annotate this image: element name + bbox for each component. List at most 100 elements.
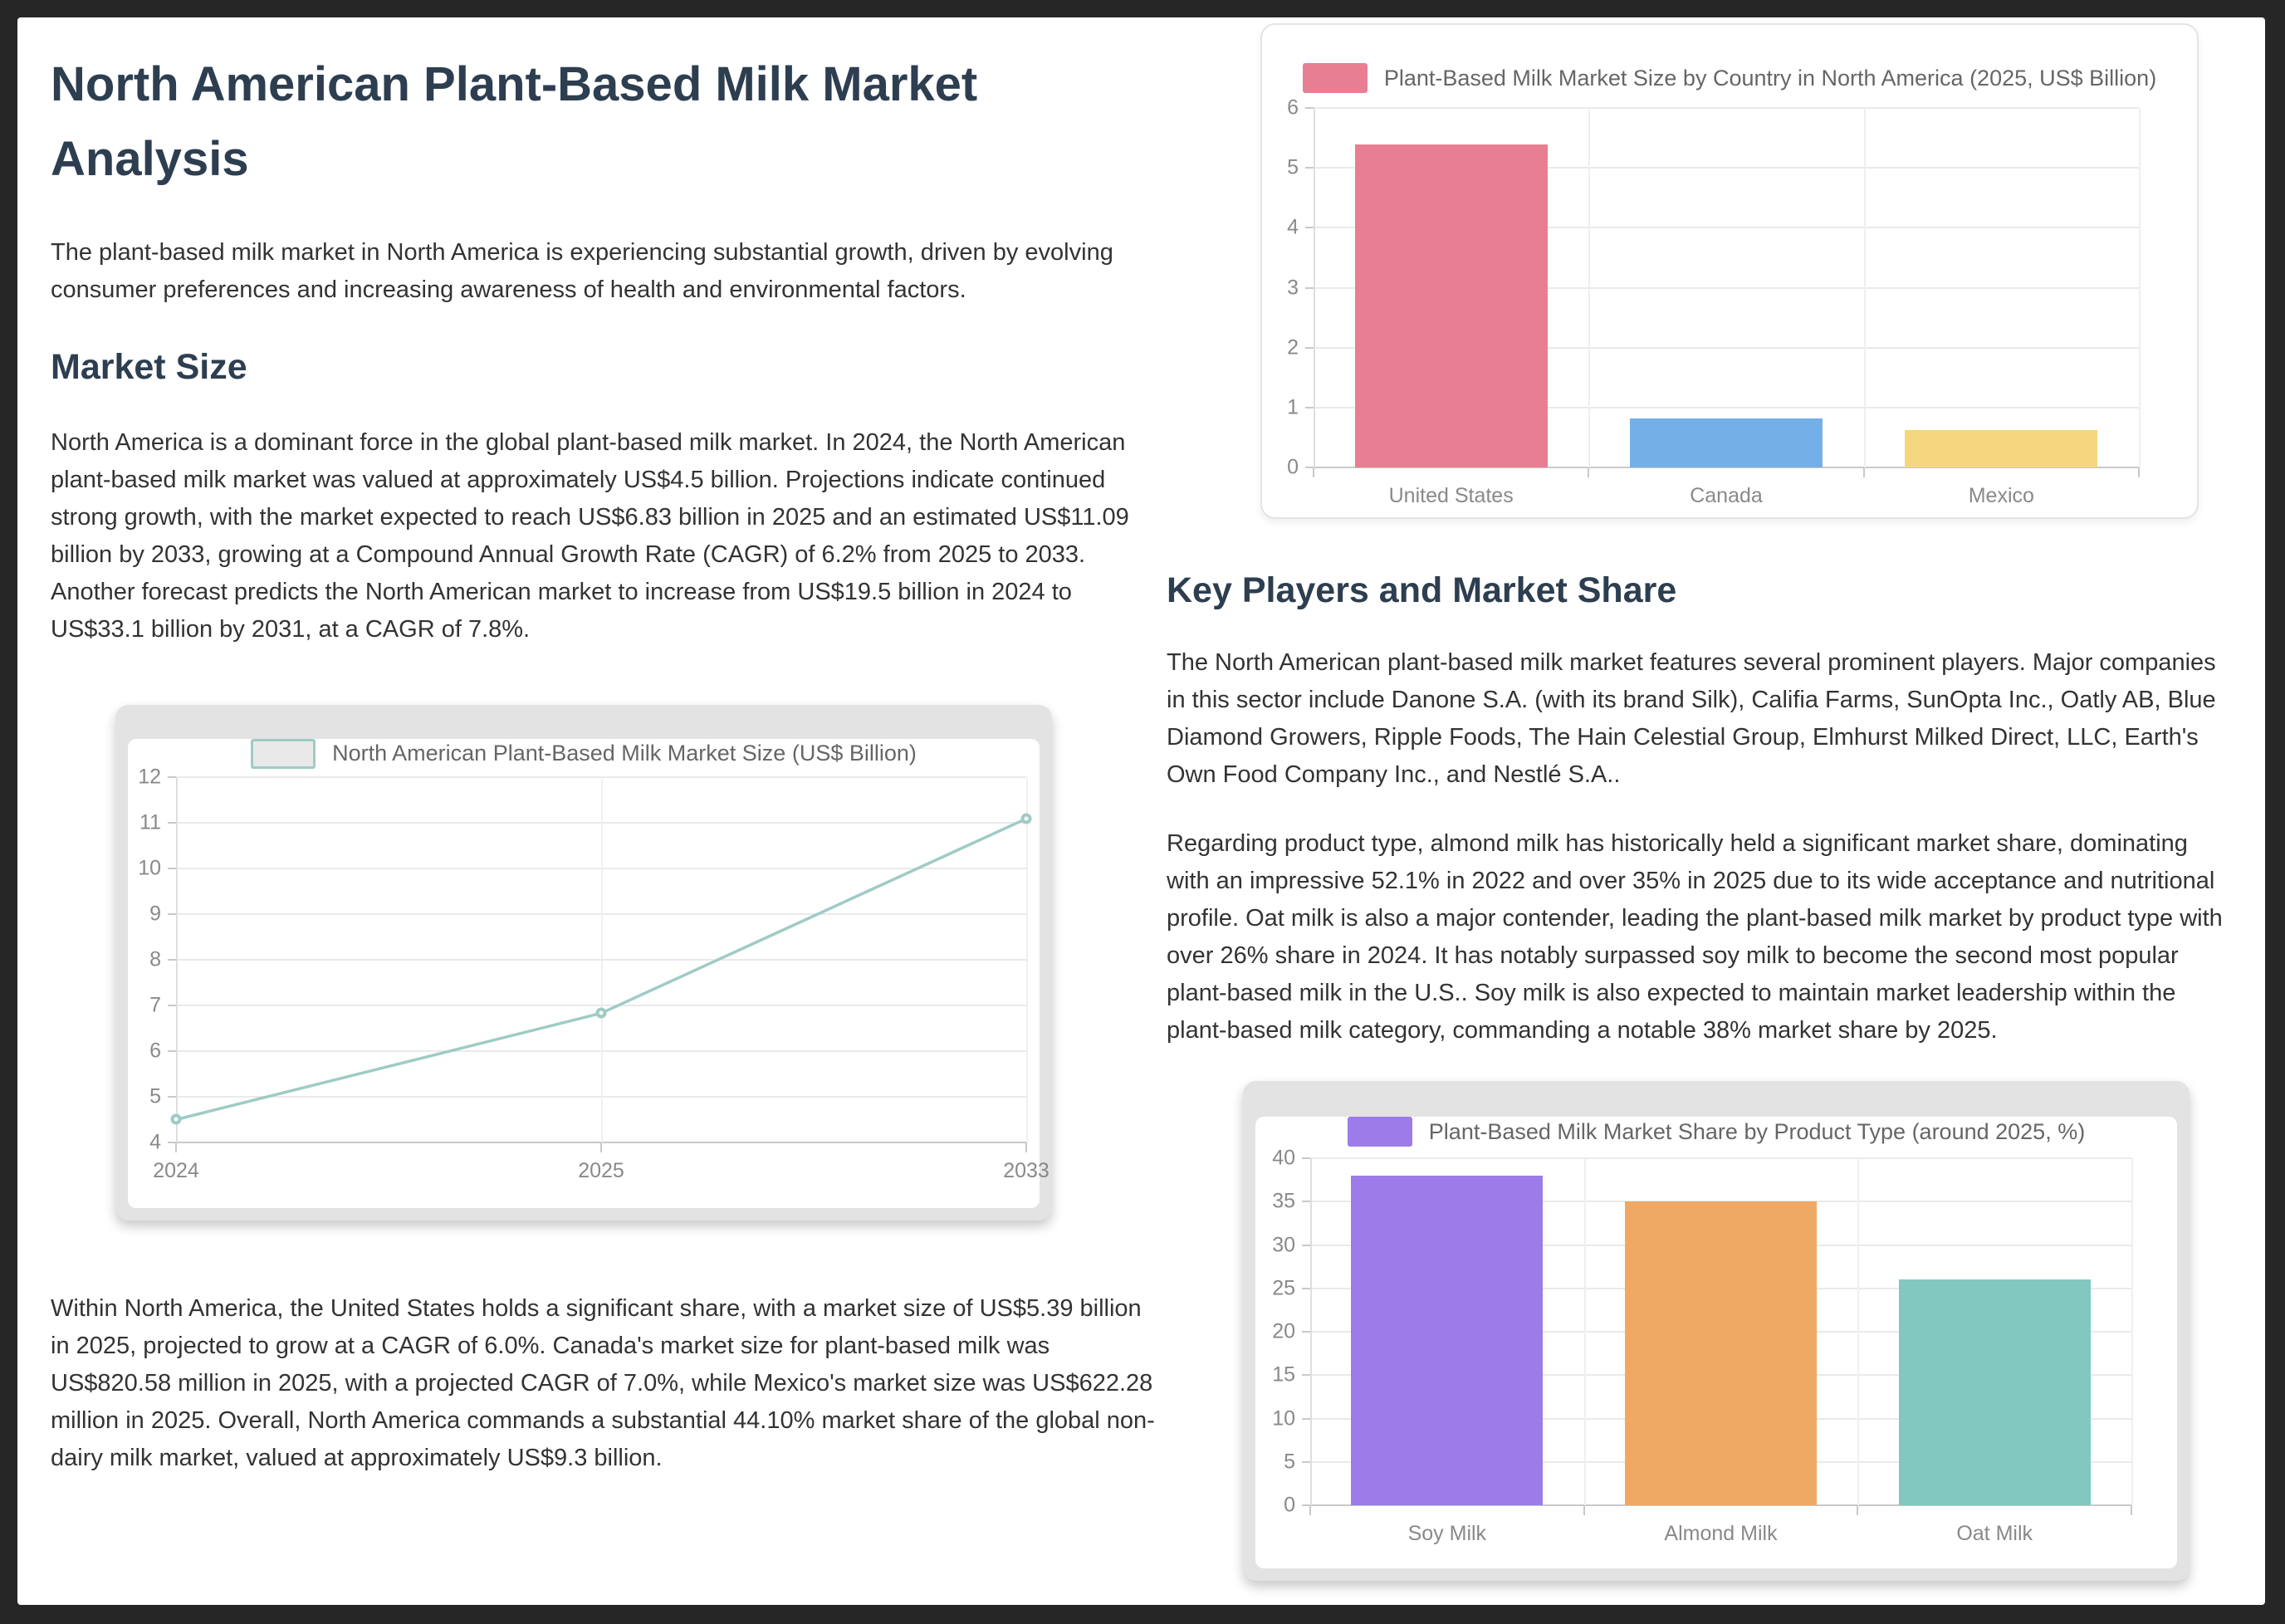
y-tick-label: 3 <box>1287 276 1299 299</box>
x-tick-label: Almond Milk <box>1664 1522 1778 1545</box>
legend-label: North American Plant-Based Milk Market S… <box>332 741 917 766</box>
vertical-gridline <box>1314 108 1315 467</box>
page-title: North American Plant-Based Milk Market A… <box>51 57 978 187</box>
y-tick-label: 5 <box>149 1084 161 1108</box>
vertical-gridline <box>1588 108 1591 467</box>
plot-area: 4 5 6 7 8 9 10 11 12 <box>138 766 1032 1152</box>
bar-canada <box>1630 418 1823 467</box>
country-bar-chart-card: Plant-Based Milk Market Size by Country … <box>1260 23 2199 519</box>
x-axis-tick <box>2131 1505 2132 1515</box>
bar-soy-milk <box>1351 1175 1544 1505</box>
y-tick-label: 10 <box>138 856 161 880</box>
x-axis-tick <box>2138 467 2140 477</box>
vertical-gridline <box>176 776 178 1142</box>
data-point-marker <box>1020 813 1032 824</box>
market-size-paragraph-1: North America is a dominant force in the… <box>51 428 1129 643</box>
vertical-gridline <box>2139 108 2141 467</box>
plot-area: 0 1 2 3 4 5 6 <box>1287 97 2141 477</box>
x-tick-label: Soy Milk <box>1407 1522 1487 1545</box>
legend-label: Plant-Based Milk Market Size by Country … <box>1383 65 2157 90</box>
y-axis-tick <box>1302 1201 1310 1203</box>
y-axis-tick <box>1302 1374 1310 1377</box>
y-tick-label: 1 <box>1287 395 1299 419</box>
market-size-paragraph-2: Within North America, the United States … <box>51 1294 1155 1471</box>
line-series <box>176 777 1026 1142</box>
x-axis-tick <box>175 1142 177 1152</box>
y-axis-tick <box>1305 286 1314 289</box>
y-axis-tick <box>168 867 176 869</box>
x-tick-label: Oat Milk <box>1956 1522 2033 1545</box>
report-page: North American Plant-Based Milk Market A… <box>17 17 2265 1605</box>
legend-swatch-icon <box>1302 63 1368 93</box>
right-column: Plant-Based Milk Market Size by Country … <box>1167 17 2234 1605</box>
y-axis-tick <box>1305 227 1314 229</box>
chart-legend: North American Plant-Based Milk Market S… <box>128 738 1040 769</box>
x-tick-label: 2024 <box>153 1158 199 1182</box>
y-axis-tick <box>1305 107 1314 109</box>
y-tick-label: 6 <box>149 1039 161 1063</box>
bar-almond-milk <box>1625 1201 1817 1505</box>
y-axis-tick <box>168 1049 176 1052</box>
market-size-heading: Market Size <box>51 346 247 387</box>
y-axis-tick <box>1302 1157 1310 1159</box>
y-tick-label: 30 <box>1272 1233 1295 1256</box>
vertical-gridline <box>1583 1158 1586 1505</box>
y-axis-tick <box>168 958 176 961</box>
vertical-gridline <box>1310 1158 1312 1505</box>
y-axis-tick <box>1302 1244 1310 1246</box>
y-tick-label: 0 <box>1284 1493 1295 1517</box>
y-tick-label: 15 <box>1272 1362 1295 1387</box>
gridline <box>1314 286 2139 289</box>
y-axis-tick <box>1305 346 1314 349</box>
y-axis-tick <box>168 1141 176 1143</box>
y-axis-tick <box>1302 1504 1310 1506</box>
key-players-paragraph-2: Regarding product type, almond milk has … <box>1167 830 2223 1044</box>
y-tick-label: 0 <box>1287 455 1299 479</box>
y-tick-label: 5 <box>1287 155 1299 179</box>
bar-united-states <box>1354 144 1548 467</box>
legend-swatch-icon <box>1347 1117 1412 1147</box>
chart-legend: Plant-Based Milk Market Share by Product… <box>1255 1117 2177 1147</box>
x-axis-labels: United States Canada Mexico <box>1314 467 2139 508</box>
chart-legend: Plant-Based Milk Market Size by Country … <box>1262 63 2197 93</box>
bar-oat-milk <box>1898 1279 2091 1505</box>
market-size-line-chart-card: North American Plant-Based Milk Market S… <box>115 704 1052 1220</box>
y-tick-label: 8 <box>149 947 161 971</box>
y-axis-tick <box>168 821 176 824</box>
y-axis-tick <box>1302 1331 1310 1333</box>
gridline <box>1314 167 2139 169</box>
x-tick-label: Canada <box>1690 484 1763 507</box>
x-axis-tick <box>600 1142 602 1152</box>
x-tick-label: 2033 <box>1003 1158 1050 1182</box>
x-axis-tick <box>1857 1505 1859 1515</box>
x-axis-labels: Soy Milk Almond Milk Oat Milk <box>1310 1505 2131 1546</box>
y-axis-tick <box>168 912 176 915</box>
vertical-gridline <box>601 776 603 1142</box>
y-axis-tick <box>1302 1460 1310 1463</box>
y-tick-label: 10 <box>1272 1406 1295 1430</box>
y-tick-label: 7 <box>149 993 161 1017</box>
y-tick-label: 4 <box>149 1130 161 1154</box>
gridline <box>1314 107 2139 109</box>
y-axis-tick <box>1302 1287 1310 1289</box>
y-axis-tick <box>1305 467 1314 468</box>
x-tick-label: 2025 <box>578 1158 624 1182</box>
vertical-gridline <box>2131 1158 2133 1505</box>
y-tick-label: 4 <box>1287 215 1299 239</box>
gridline <box>1314 346 2139 349</box>
y-tick-label: 25 <box>1272 1276 1295 1300</box>
market-size-line-chart: North American Plant-Based Milk Market S… <box>128 738 1050 1208</box>
x-axis-tick <box>1025 1142 1027 1152</box>
x-axis-tick <box>1313 467 1314 477</box>
x-axis-labels: 2024 2025 2033 <box>153 1142 1050 1184</box>
data-point-marker <box>170 1113 182 1125</box>
gridline <box>1314 227 2139 229</box>
x-axis-tick <box>1588 467 1590 477</box>
y-axis-tick <box>168 1095 176 1098</box>
gridline <box>1314 406 2139 408</box>
vertical-gridline <box>1026 776 1028 1142</box>
x-tick-label: Mexico <box>1968 484 2034 507</box>
y-axis-tick <box>1305 406 1314 408</box>
data-point-marker <box>595 1007 607 1019</box>
y-tick-label: 20 <box>1272 1319 1295 1343</box>
